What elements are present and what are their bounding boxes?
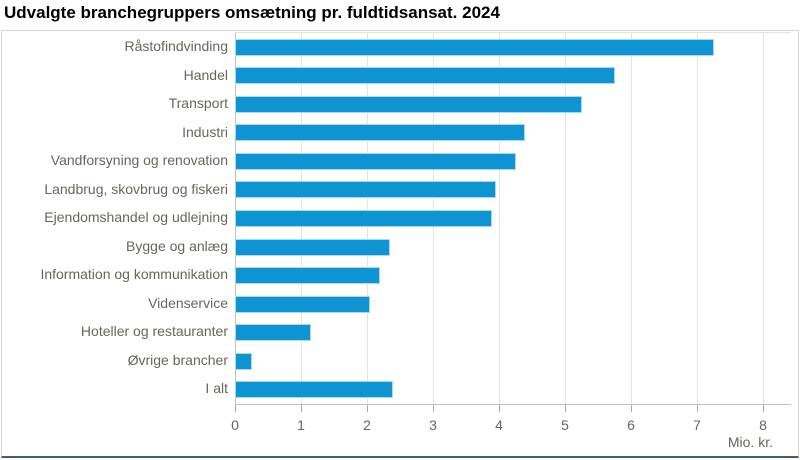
tick-mark-x-3 — [433, 405, 434, 412]
tick-label-x-1: 1 — [297, 417, 305, 433]
tick-label-x-2: 2 — [363, 417, 371, 433]
category-label: Øvrige brancher — [127, 351, 228, 368]
category-label: Ejendomshandel og udlejning — [44, 209, 228, 226]
category-label: Handel — [183, 66, 228, 83]
category-label: Information og kommunikation — [40, 266, 228, 283]
category-label: Vandforsyning og renovation — [50, 152, 228, 169]
bar — [235, 124, 526, 142]
tick-label-x-4: 4 — [495, 417, 503, 433]
tick-label-x-7: 7 — [693, 417, 701, 433]
axis-unit-label: Mio. kr. — [727, 434, 773, 450]
tick-mark-x-1 — [301, 405, 302, 412]
tick-mark-x-5 — [565, 405, 566, 412]
category-label: Transport — [168, 95, 228, 112]
category-label: Landbrug, skovbrug og fiskeri — [44, 180, 228, 197]
chart-frame: Råstofindvinding Handel Transport Industri V… — [1, 30, 799, 458]
category-label: Industri — [182, 123, 228, 140]
tick-mark-x-8 — [763, 405, 764, 412]
category-axis: Råstofindvinding Handel Transport Industri V… — [2, 32, 228, 403]
bar — [235, 210, 493, 227]
gridline-x-5 — [565, 33, 566, 404]
category-label: Bygge og anlæg — [126, 237, 228, 254]
tick-label-x-5: 5 — [561, 417, 569, 433]
bar — [235, 38, 714, 56]
tick-mark-x-0 — [235, 405, 236, 412]
tick-mark-x-2 — [367, 405, 368, 412]
bar — [235, 152, 516, 170]
tick-label-x-3: 3 — [429, 417, 437, 433]
tick-label-x-0: 0 — [231, 417, 239, 433]
bar — [235, 181, 496, 199]
tick-mark-x-4 — [499, 405, 500, 412]
bar — [235, 324, 311, 342]
category-label: Råstofindvinding — [124, 38, 228, 54]
bar — [235, 267, 381, 285]
chart-title: Udvalgte branchegruppers omsætning pr. f… — [4, 3, 500, 22]
gridline-x-6 — [631, 33, 632, 404]
bar — [235, 238, 391, 256]
gridline-x-7 — [697, 33, 698, 404]
bar — [235, 95, 582, 113]
category-label: Hoteller og restauranter — [80, 323, 228, 340]
plot-area: 0 1 2 3 4 5 6 7 8 Mio. kr. — [231, 32, 791, 450]
tick-mark-x-6 — [631, 405, 632, 412]
bar — [235, 67, 615, 85]
category-label: I alt — [205, 380, 228, 397]
tick-mark-x-7 — [697, 405, 698, 412]
bar — [235, 352, 252, 370]
bar — [235, 381, 394, 399]
tick-label-x-6: 6 — [627, 417, 635, 433]
category-label: Videnservice — [148, 294, 228, 311]
gridline-x-4 — [499, 33, 500, 404]
tick-label-x-8: 8 — [759, 417, 767, 433]
gridline-x-8 — [763, 33, 764, 404]
bar — [235, 295, 371, 313]
